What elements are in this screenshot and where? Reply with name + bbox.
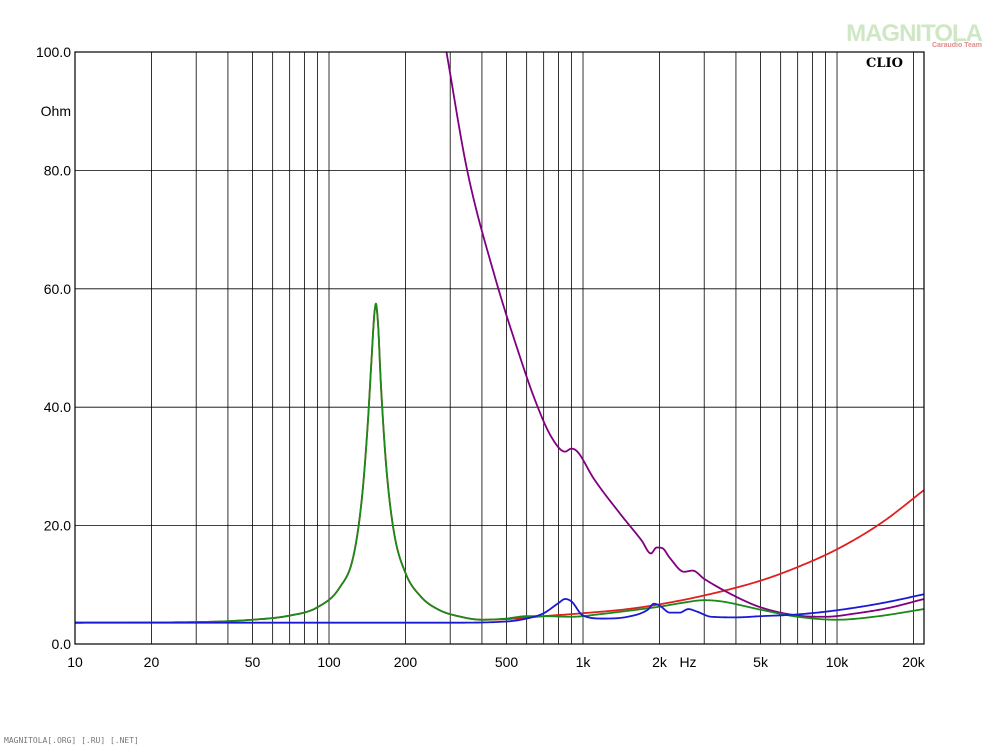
clio-brand-label: CLIO <box>866 56 903 71</box>
series-lines <box>75 52 924 624</box>
y-tick-label: 40.0 <box>44 399 71 415</box>
x-tick-label: 50 <box>245 654 261 670</box>
y-tick-label: 80.0 <box>44 162 71 178</box>
tick-labels: 10 20 50 100 200 500 1k 2k 5k 10k 20k 0.0 20.0 40.0 60… <box>36 44 926 670</box>
x-tick-label: 500 <box>495 654 519 670</box>
y-axis-unit-label: Ohm <box>41 103 71 119</box>
y-tick-label: 60.0 <box>44 281 71 297</box>
x-tick-label: 20k <box>902 654 926 670</box>
y-tick-label: 0.0 <box>52 636 72 652</box>
plot-frame <box>74 51 925 645</box>
x-tick-label: 100 <box>317 654 341 670</box>
series-line-0 <box>75 305 924 624</box>
series-line-2 <box>75 302 924 624</box>
y-tick-label: 20.0 <box>44 518 71 534</box>
x-axis-unit-label: Hz <box>679 654 696 670</box>
series-line-1 <box>445 52 924 618</box>
grid-lines <box>75 51 924 645</box>
logo-main-text: MAGNITOLA <box>846 20 983 47</box>
x-tick-label: 2k <box>652 654 668 670</box>
x-tick-label: 1k <box>576 654 592 670</box>
y-tick-label: 100.0 <box>36 44 71 60</box>
x-tick-label: 20 <box>144 654 160 670</box>
x-tick-label: 10 <box>67 654 83 670</box>
series-line-3 <box>75 593 924 624</box>
footer-watermark: MAGNITOLA[.ORG] [.RU] [.NET] <box>4 736 139 745</box>
magnitola-logo: MAGNITOLA Caraudio Team <box>846 20 983 49</box>
x-tick-label: 200 <box>394 654 418 670</box>
x-tick-label: 5k <box>753 654 769 670</box>
x-tick-label: 10k <box>826 654 850 670</box>
logo-sub-text: Caraudio Team <box>931 42 982 49</box>
